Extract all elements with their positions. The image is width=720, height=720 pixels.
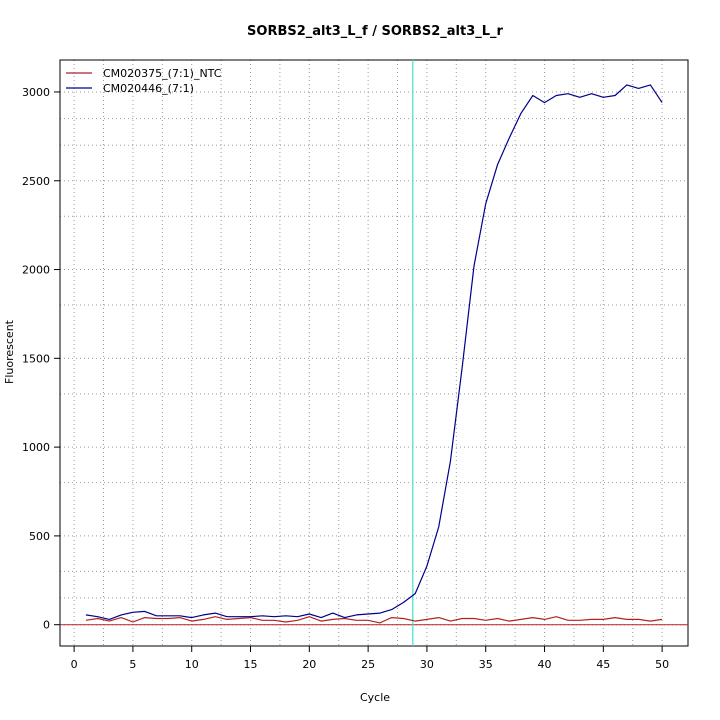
series-lines [60,60,688,646]
x-tick-label: 25 [361,658,375,671]
x-tick-label: 35 [479,658,493,671]
axes: 0 5 10 15 20 25 30 35 40 45 5005001000150020002500… [22,59,689,671]
series-line-1 [85,616,663,624]
x-tick-label: 10 [185,658,199,671]
x-tick-label: 45 [596,658,610,671]
x-tick-label: 5 [129,658,136,671]
y-tick-label: 2500 [22,175,50,188]
y-tick-label: 1500 [22,352,50,365]
x-tick-label: 30 [420,658,434,671]
chart-title: SORBS2_alt3_L_f / SORBS2_alt3_L_r [247,24,503,39]
legend-label: CM020446_(7:1) [103,82,194,95]
y-axis-label: Fluorescent [3,319,16,384]
plot-frame [59,59,689,647]
legend: CM020375_(7:1)_NTC CM020446_(7:1) [66,67,222,95]
y-tick-label: 500 [29,530,50,543]
x-tick-label: 20 [302,658,316,671]
y-tick-label: 3000 [22,86,50,99]
x-tick-label: 15 [244,658,258,671]
x-tick-label: 40 [538,658,552,671]
y-tick-label: 2000 [22,264,50,277]
legend-label: CM020375_(7:1)_NTC [103,67,222,80]
grid [60,60,688,646]
y-tick-label: 0 [43,619,50,632]
x-tick-label: 0 [71,658,78,671]
y-tick-label: 1000 [22,441,50,454]
x-tick-label: 50 [655,658,669,671]
x-axis-label: Cycle [360,691,390,704]
series-line-2 [85,84,663,621]
